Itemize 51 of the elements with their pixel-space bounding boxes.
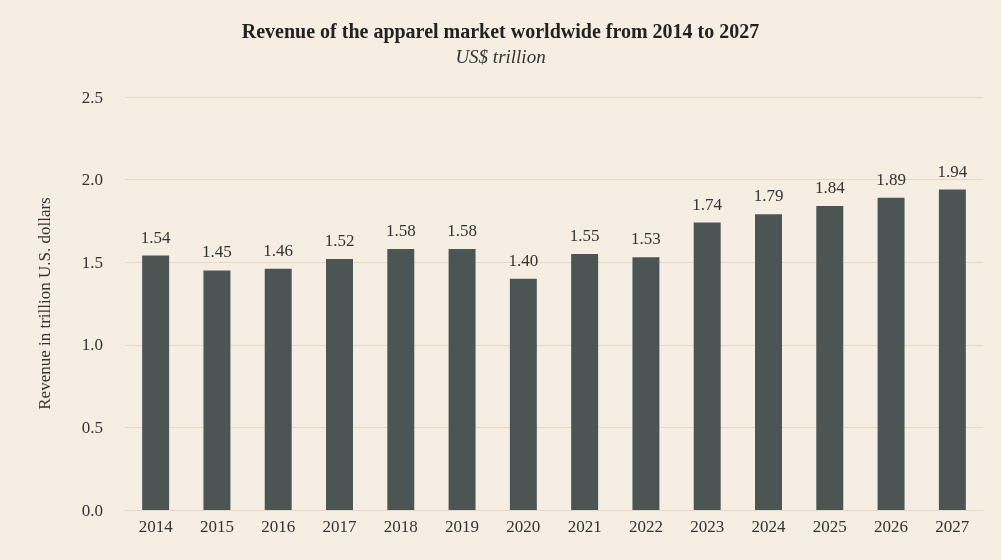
bar (816, 206, 844, 510)
data-label: 1.84 (814, 178, 846, 198)
bar (877, 197, 905, 510)
bar (571, 253, 599, 510)
bar (509, 278, 537, 510)
data-label: 1.74 (692, 194, 723, 214)
x-tick-label: 2027 (935, 517, 970, 536)
y-tick-label: 2.5 (81, 87, 103, 107)
data-label: 1.79 (753, 186, 784, 206)
bar (203, 270, 231, 510)
x-tick-label: 2018 (383, 517, 418, 536)
bar (632, 257, 660, 510)
x-tick-label: 2015 (199, 517, 234, 536)
y-tick-label: 2.0 (81, 170, 103, 190)
x-tick-label: 2026 (874, 517, 909, 536)
y-tick-label: 1.0 (81, 335, 103, 355)
data-label: 1.54 (140, 227, 172, 247)
x-tick-label: 2021 (567, 517, 602, 536)
data-label: 1.46 (263, 240, 294, 260)
y-tick-label: 1.5 (81, 252, 103, 272)
chart-subtitle: US$ trillion (455, 46, 546, 67)
data-label: 1.45 (202, 242, 232, 262)
x-tick-label: 2017 (322, 517, 357, 536)
x-tick-label: 2020 (506, 517, 541, 536)
x-tick-label: 2014 (138, 517, 174, 536)
bar (326, 258, 353, 510)
data-label: 1.53 (631, 229, 661, 249)
bar (448, 248, 476, 510)
data-label: 1.94 (937, 161, 968, 181)
bar (387, 248, 415, 510)
x-tick-label: 2024 (751, 517, 786, 536)
bar (693, 222, 721, 510)
bar (938, 189, 966, 510)
chart-title: Revenue of the apparel market worldwide from 2014 to 2027 (241, 20, 760, 43)
data-label: 1.40 (508, 250, 539, 270)
y-tick-label: 0.5 (81, 417, 103, 437)
bar (142, 255, 170, 510)
data-label: 1.89 (876, 169, 906, 189)
x-tick-label: 2023 (690, 517, 725, 536)
data-label: 1.58 (447, 220, 477, 240)
x-tick-label: 2016 (261, 517, 296, 536)
data-label: 1.55 (569, 225, 600, 245)
data-label: 1.52 (324, 230, 355, 250)
bar (755, 214, 782, 510)
x-tick-label: 2025 (812, 517, 847, 536)
bar (264, 268, 292, 510)
y-tick-label: 0.0 (81, 500, 103, 520)
x-tick-label: 2022 (628, 517, 663, 536)
y-axis-title: Revenue in trillion U.S. dollars (35, 197, 54, 410)
x-tick-label: 2019 (445, 517, 480, 536)
data-label: 1.58 (385, 220, 416, 240)
